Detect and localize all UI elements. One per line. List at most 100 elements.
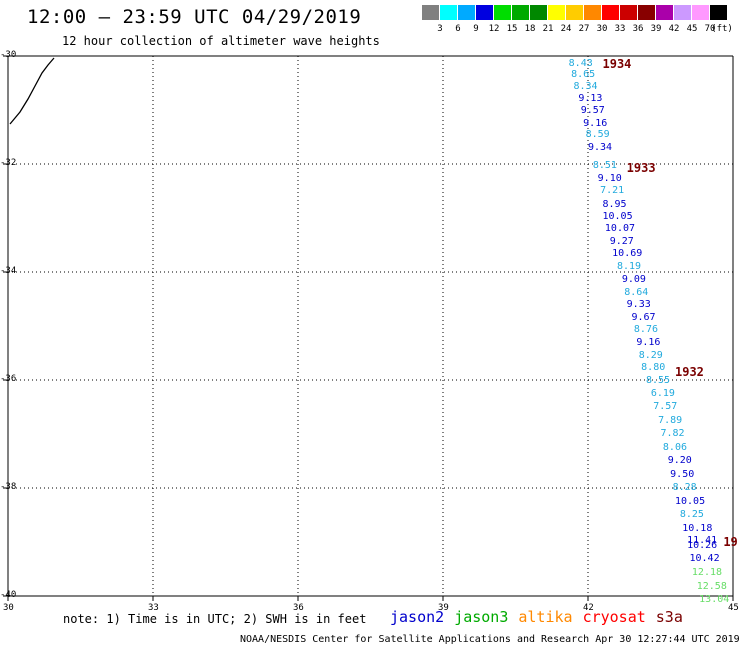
wave-height-value: 9.09 (621, 274, 646, 286)
x-tick-label: 33 (148, 603, 159, 613)
wave-height-value: 12.58 (696, 580, 727, 592)
wave-height-value: 9.50 (670, 468, 695, 480)
wave-height-value: 8.34 (573, 81, 598, 93)
wave-height-value: 7.57 (653, 401, 678, 412)
scale-swatch (638, 5, 655, 20)
scale-swatch (566, 5, 583, 20)
wave-height-value: 8.95 (602, 198, 627, 210)
scale-label: 70 (704, 24, 716, 34)
wave-height-value: 9.34 (588, 141, 613, 153)
wave-height-value: 7.21 (600, 185, 625, 196)
wave-height-value: 6.19 (650, 387, 675, 399)
map-subtitle: 12 hour collection of altimeter wave hei… (62, 34, 380, 48)
scale-label: 27 (578, 24, 590, 34)
scale-label: 21 (542, 24, 554, 34)
pass-time-label: 19 (723, 535, 738, 549)
scale-label: 3 (437, 24, 443, 34)
scale-swatch (476, 5, 493, 20)
wave-height-value: 8.80 (641, 362, 666, 374)
wave-height-value: 8.55 (646, 375, 671, 387)
scale-label: 45 (686, 24, 698, 34)
scale-label: 18 (524, 24, 536, 34)
wave-height-value: 11.41 (687, 534, 718, 546)
x-tick-label: 39 (438, 603, 449, 613)
scale-swatch (548, 5, 565, 20)
wave-height-value: 12.18 (691, 567, 723, 579)
wave-height-value: 8.19 (617, 261, 642, 273)
wave-height-value: 8.43 (568, 58, 593, 70)
wave-height-value: 10.07 (604, 222, 636, 234)
scale-label: 36 (632, 24, 644, 34)
coastline (9, 57, 55, 125)
scale-label: 39 (650, 24, 662, 34)
wave-height-value: 9.16 (636, 337, 661, 349)
y-tick-label: -30 (0, 50, 17, 60)
y-tick-label: -40 (0, 590, 17, 600)
wave-height-value: 7.82 (660, 428, 685, 439)
x-tick-label: 45 (728, 603, 739, 613)
wave-height-value: 8.28 (672, 482, 697, 493)
scale-swatch (674, 5, 691, 20)
scale-label: 30 (596, 24, 608, 34)
wave-height-value: 10.69 (612, 248, 643, 260)
wave-height-value: 13.04 (699, 594, 730, 606)
scale-label: 12 (488, 24, 500, 34)
scale-label: 42 (668, 24, 680, 34)
legend-item-cryosat: cryosat (582, 608, 646, 626)
wave-height-value: 8.51 (592, 159, 617, 171)
wave-height-value: 9.16 (583, 117, 608, 129)
wave-height-value: 9.33 (626, 299, 651, 311)
scale-swatch (512, 5, 529, 20)
scale-label: 24 (560, 24, 572, 34)
legend-item-jason2: jason2 (390, 608, 445, 626)
wave-height-value: 9.27 (609, 236, 634, 248)
scale-swatch (620, 5, 637, 20)
wave-height-value: 9.67 (631, 311, 656, 323)
pass-time-label: 1932 (675, 364, 704, 379)
wave-height-value: 7.89 (658, 414, 683, 426)
scale-swatch (692, 5, 709, 20)
wave-height-value: 8.76 (633, 324, 658, 336)
wave-height-value: 8.29 (638, 349, 663, 361)
scale-swatch (530, 5, 547, 20)
scale-swatch (458, 5, 475, 20)
scale-label: 6 (455, 24, 461, 34)
y-tick-label: -38 (0, 482, 17, 492)
wave-height-value: 10.05 (675, 495, 706, 507)
scale-swatch (602, 5, 619, 20)
pass-time-label: 1934 (602, 57, 632, 72)
wave-height-value: 10.05 (602, 210, 633, 222)
map-title: 12:00 – 23:59 UTC 04/29/2019 (27, 6, 362, 28)
x-tick-label: 42 (583, 603, 594, 613)
wave-height-value: 10.42 (689, 553, 720, 565)
y-tick-label: -34 (0, 266, 17, 276)
wave-height-value: 8.64 (624, 286, 649, 298)
wave-height-value: 10.26 (687, 540, 718, 552)
y-tick-label: -32 (0, 158, 17, 168)
y-tick-label: -36 (0, 374, 17, 384)
legend-item-jason3: jason3 (454, 608, 509, 626)
scale-swatch (422, 5, 439, 20)
pass-time-label: 1933 (626, 160, 656, 175)
wave-height-value: 9.20 (667, 455, 692, 466)
wave-height-value: 8.65 (571, 68, 596, 80)
wave-height-value: 8.06 (662, 441, 687, 453)
scale-swatch (656, 5, 673, 20)
map-note: note: 1) Time is in UTC; 2) SWH is in fe… (63, 612, 367, 626)
x-tick-label: 36 (293, 603, 304, 613)
satellite-legend: jason2 jason3 altika cryosat s3a (390, 608, 693, 626)
wave-height-value: 8.59 (585, 129, 610, 141)
wave-height-value: 9.57 (580, 105, 605, 117)
scale-swatch (584, 5, 601, 20)
wave-height-value: 9.13 (578, 93, 603, 105)
scale-swatch (494, 5, 511, 20)
legend-item-altika: altika (518, 608, 573, 626)
scale-label: 9 (473, 24, 479, 34)
x-tick-label: 30 (3, 603, 14, 613)
scale-label: 33 (614, 24, 626, 34)
scale-unit-label: (ft) (711, 24, 733, 34)
scale-swatch (710, 5, 727, 20)
wave-height-value: 9.10 (597, 172, 622, 184)
scale-label: 15 (506, 24, 518, 34)
